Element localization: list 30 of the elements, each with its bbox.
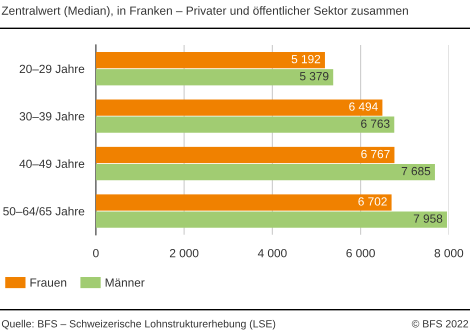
data-label: 6 763 [361, 119, 390, 128]
legend-label: Frauen [30, 278, 66, 287]
y-tick-label: 20–29 Jahre [20, 64, 84, 74]
x-tick-label: 8 000 [434, 248, 464, 258]
x-tick-label: 0 [93, 248, 99, 258]
y-tick-label: 40–49 Jahre [19, 159, 84, 168]
data-label: 7 685 [402, 166, 430, 176]
bar [96, 116, 394, 133]
bar [96, 146, 394, 164]
source-note: Quelle: BFS – Schweizerische Lohnstrukturerhebung (LSE) [2, 320, 276, 330]
x-tick-label: 2 000 [170, 248, 198, 258]
text: © BFS 2022 [412, 320, 468, 328]
bar [96, 69, 334, 86]
x-tick-label: 6 000 [346, 248, 375, 258]
chart-title: Zentralwert (Median), in Franken – Privater und öffentlicher Sektor zusammen [2, 6, 408, 18]
data-label: 5 379 [300, 72, 328, 80]
y-tick-label: 50–64/65 Jahre [3, 206, 84, 216]
bar [96, 194, 392, 211]
bar [96, 99, 382, 116]
bar [96, 164, 435, 180]
legend-label: Männer [106, 278, 145, 287]
data-label: 5 192 [292, 54, 320, 64]
bar [96, 211, 447, 228]
data-label: 7 958 [414, 214, 442, 223]
data-label: 6 702 [358, 197, 387, 206]
x-tick-label: 4 000 [258, 248, 287, 258]
y-tick-label: 30–39 Jahre [20, 112, 84, 121]
data-label: 6 767 [361, 150, 390, 158]
bar [96, 52, 325, 68]
data-label: 6 494 [349, 102, 378, 111]
